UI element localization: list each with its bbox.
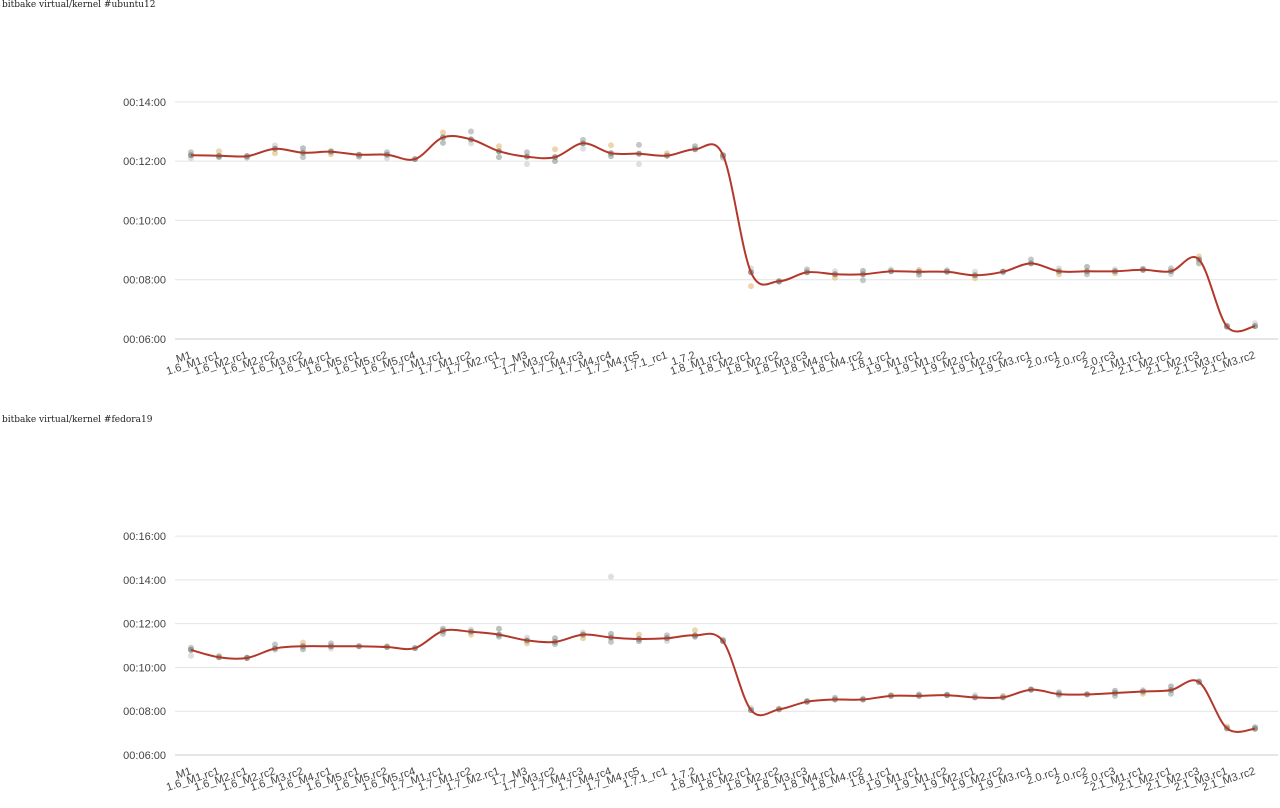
scatter-point [272, 150, 278, 157]
y-tick-label: 00:14:00 [123, 575, 166, 587]
y-tick-label: 00:08:00 [123, 706, 166, 718]
chart-fedora19-plot: 00:06:00 00:08:00 00:10:00 00:12:00 00:14:00… [123, 531, 1278, 794]
scatter-point [468, 128, 474, 135]
series-line [190, 628, 1256, 733]
scatter-point [748, 283, 754, 290]
scatter-point [552, 146, 558, 153]
y-tick-label: 00:12:00 [123, 619, 166, 631]
y-tick-label: 00:16:00 [123, 531, 166, 543]
chart-ubuntu12-plot: 00:06:00 00:08:00 00:10:00 00:12:00 00:14:00… [123, 97, 1278, 378]
scatter-point [300, 154, 306, 161]
series-line [190, 134, 1256, 333]
scatter-point [636, 141, 642, 148]
scatter-point [580, 145, 586, 152]
scatter-point [636, 631, 642, 638]
chart-title: bitbake virtual/kernel #ubuntu12 [2, 0, 156, 10]
chart-title: bitbake virtual/kernel #fedora19 [2, 415, 153, 425]
scatter-point [524, 161, 530, 168]
y-tick-label: 00:08:00 [123, 275, 166, 287]
chart-ubuntu12: bitbake virtual/kernel #ubuntu12 00:06:0… [2, 0, 1278, 378]
scatter-point [608, 142, 614, 149]
scatter-point [440, 129, 446, 136]
scatter-point [300, 145, 306, 152]
scatter-point [496, 154, 502, 161]
scatter-point [440, 139, 446, 146]
x-tick-label: M1 [175, 765, 193, 781]
chart-fedora19: bitbake virtual/kernel #fedora19 00:06:0… [0, 415, 1280, 808]
y-tick-label: 00:06:00 [123, 750, 166, 762]
y-tick-label: 00:10:00 [123, 662, 166, 674]
scatter-point [496, 625, 502, 632]
scatter-point [692, 627, 698, 634]
scatter-point [216, 148, 222, 155]
y-tick-label: 00:10:00 [123, 215, 166, 227]
x-tick-label: M1 [175, 349, 193, 365]
y-tick-label: 00:12:00 [123, 156, 166, 168]
scatter-point [636, 161, 642, 168]
scatter-point [188, 652, 194, 659]
scatter-point [496, 143, 502, 150]
scatter-point [860, 277, 866, 284]
scatter-point [524, 149, 530, 156]
scatter-point [608, 638, 614, 645]
scatter-point [608, 573, 614, 580]
scatter-point [1084, 263, 1090, 270]
y-tick-label: 00:06:00 [123, 334, 166, 346]
y-tick-label: 00:14:00 [123, 97, 166, 109]
